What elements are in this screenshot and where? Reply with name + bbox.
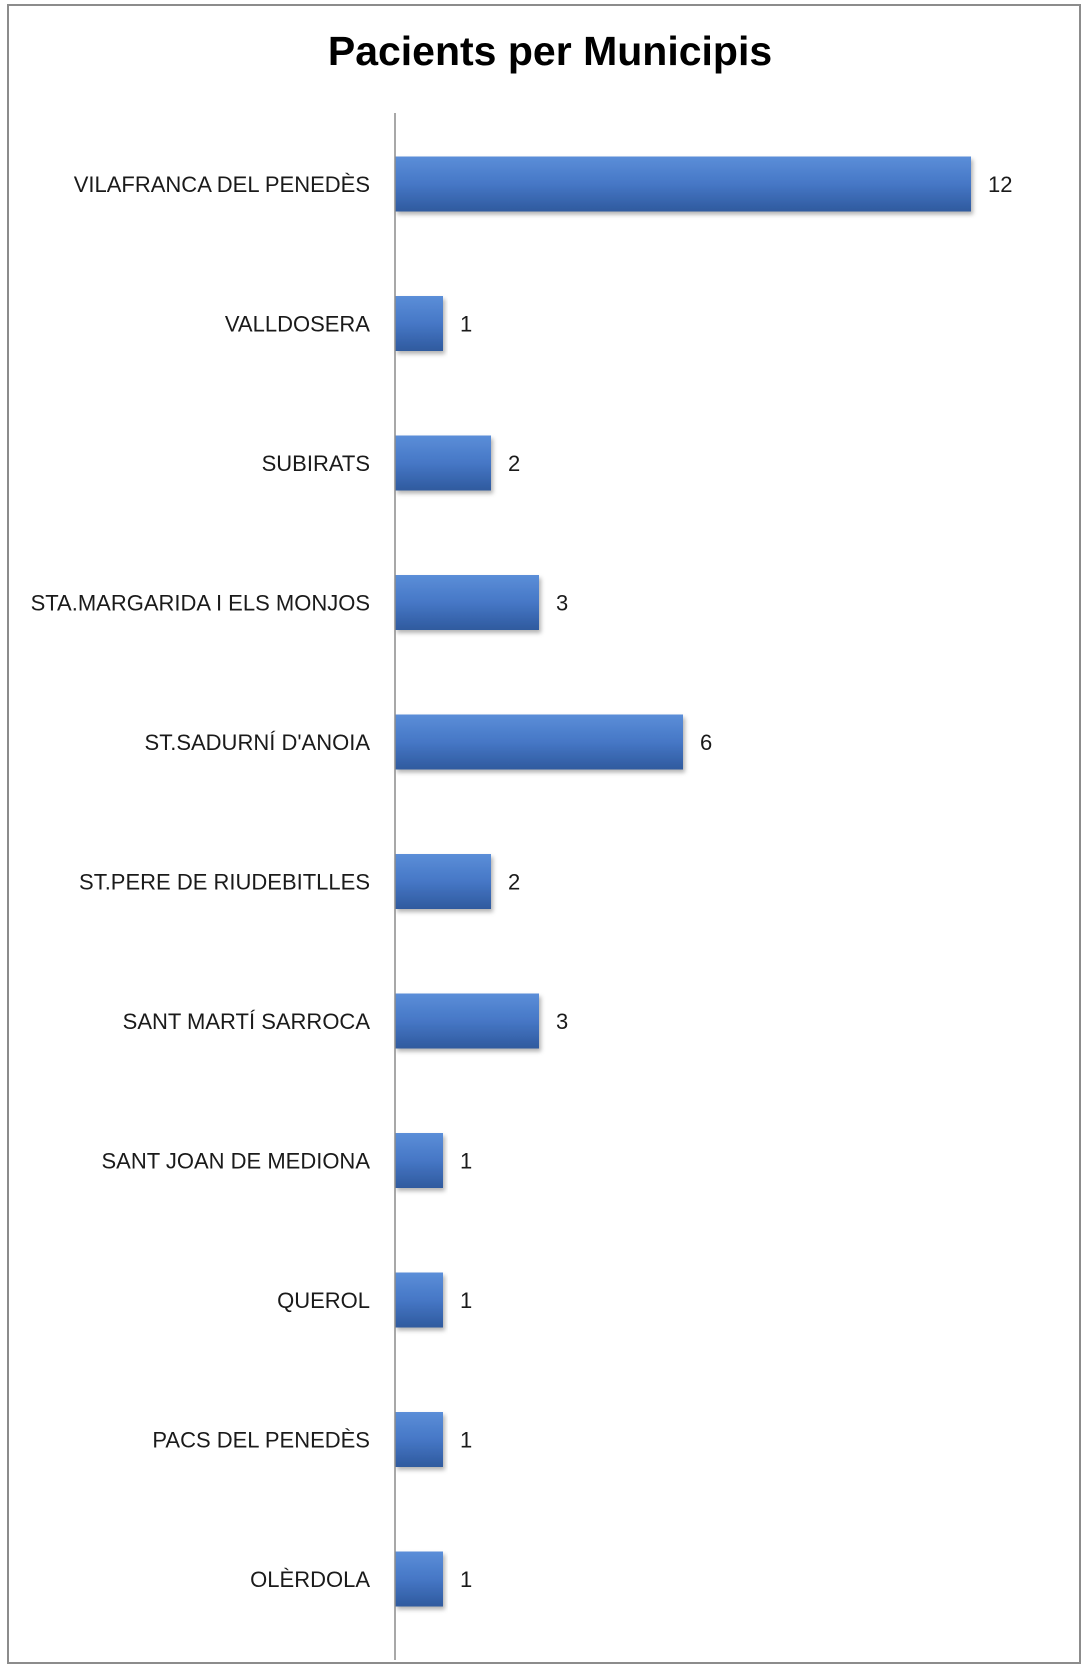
data-label: 2 bbox=[508, 870, 520, 895]
bar bbox=[395, 1272, 443, 1328]
category-label: SANT MARTÍ SARROCA bbox=[123, 1009, 371, 1034]
bar bbox=[395, 575, 539, 630]
category-labels: VILAFRANCA DEL PENEDÈS VALLDOSERA SUBIRATS… bbox=[31, 172, 371, 1592]
data-label: 2 bbox=[508, 451, 520, 476]
category-label: PACS DEL PENEDÈS bbox=[152, 1428, 370, 1453]
bar bbox=[395, 296, 443, 351]
data-label: 6 bbox=[700, 730, 712, 755]
data-label: 1 bbox=[460, 1149, 472, 1174]
category-label: SUBIRATS bbox=[262, 451, 370, 476]
bar bbox=[395, 435, 491, 491]
bar bbox=[395, 1133, 443, 1188]
category-label: ST.PERE DE RIUDEBITLLES bbox=[79, 870, 370, 895]
bar bbox=[395, 854, 491, 909]
chart-title: Pacients per Municipis bbox=[327, 28, 773, 74]
bar bbox=[395, 1551, 443, 1607]
bar bbox=[395, 714, 683, 770]
category-label: STA.MARGARIDA I ELS MONJOS bbox=[31, 591, 370, 616]
bar bbox=[395, 993, 539, 1049]
data-label: 1 bbox=[460, 1288, 472, 1313]
bar bbox=[395, 156, 971, 212]
category-label: SANT JOAN DE MEDIONA bbox=[101, 1149, 370, 1174]
category-label: OLÈRDOLA bbox=[250, 1567, 370, 1592]
data-label: 3 bbox=[556, 1009, 568, 1034]
bars-layer bbox=[395, 156, 971, 1607]
category-label: VALLDOSERA bbox=[225, 312, 370, 337]
data-label: 3 bbox=[556, 591, 568, 616]
category-label: QUEROL bbox=[277, 1288, 370, 1313]
category-label: ST.SADURNÍ D'ANOIA bbox=[145, 730, 371, 755]
category-label: VILAFRANCA DEL PENEDÈS bbox=[74, 172, 370, 197]
data-label: 1 bbox=[460, 1567, 472, 1592]
bar bbox=[395, 1412, 443, 1467]
chart-frame bbox=[7, 4, 1081, 1664]
data-label: 1 bbox=[460, 1428, 472, 1453]
data-label: 12 bbox=[988, 172, 1012, 197]
data-label: 1 bbox=[460, 312, 472, 337]
